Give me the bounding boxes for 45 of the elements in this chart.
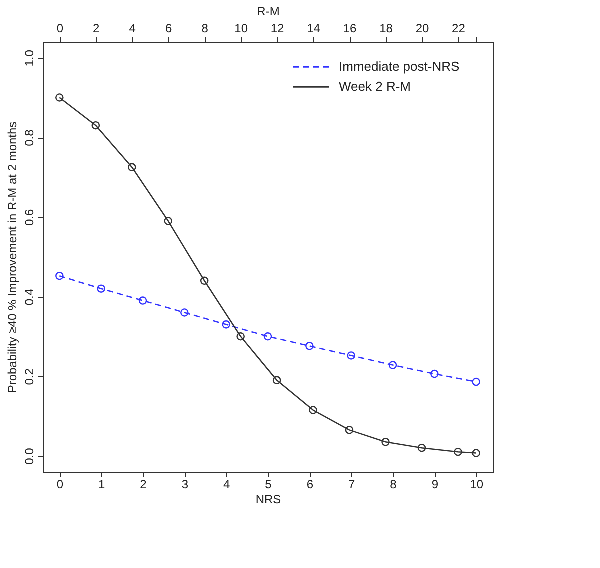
x2-tick-label: 18 — [380, 22, 394, 36]
point — [56, 272, 64, 280]
x-tick-label: 8 — [390, 478, 398, 492]
x-tick-label: 6 — [306, 478, 314, 492]
x-tick-label: 3 — [182, 478, 189, 492]
point — [430, 370, 439, 378]
x2-tick-label: 22 — [452, 22, 466, 36]
x2-tick-label: 10 — [234, 22, 248, 36]
x-tick-label: 9 — [432, 478, 439, 492]
x-tick-label: 0 — [56, 478, 64, 492]
y-tick-label: 0.4 — [22, 288, 36, 306]
y-tick-label: 0.2 — [22, 368, 36, 386]
point — [388, 361, 398, 370]
x-tick-label: 7 — [348, 478, 356, 492]
legend-label: Immediate post-NRS — [339, 59, 460, 74]
y-tick-label: 0.0 — [22, 448, 36, 465]
x2-tick-label: 16 — [343, 22, 358, 36]
point — [180, 308, 189, 317]
x2-tick-label: 0 — [56, 22, 64, 36]
point — [97, 284, 106, 293]
y-tick-label: 1.0 — [22, 50, 36, 67]
x2-tick-label: 14 — [307, 22, 321, 36]
x-tick-label: 2 — [140, 478, 148, 492]
x2-axis-title: R-M — [257, 4, 280, 18]
point — [306, 342, 314, 350]
y-axis-title: Probability ≥40 % Improvement in R-M at 2 months — [6, 122, 20, 394]
x-tick-label: 10 — [470, 478, 484, 492]
y-tick-label: 0.6 — [22, 209, 36, 226]
point — [472, 378, 480, 386]
x2-tick-label: 12 — [270, 22, 285, 36]
point — [138, 296, 148, 305]
x2-tick-label: 6 — [166, 22, 173, 36]
x2-tick-label: 8 — [202, 22, 209, 36]
point — [264, 332, 272, 341]
point — [222, 320, 230, 329]
x-tick-label: 4 — [223, 478, 230, 492]
x2-tick-label: 4 — [129, 22, 136, 36]
point — [347, 352, 356, 360]
x-tick-label: 1 — [98, 478, 106, 492]
x-tick-label: 5 — [265, 478, 272, 492]
x2-tick-label: 20 — [416, 22, 430, 36]
legend-label: Week 2 R-M — [339, 79, 411, 94]
x2-tick-label: 2 — [93, 22, 100, 36]
x-axis-title: NRS — [256, 492, 282, 506]
y-tick-label: 0.8 — [22, 129, 36, 146]
